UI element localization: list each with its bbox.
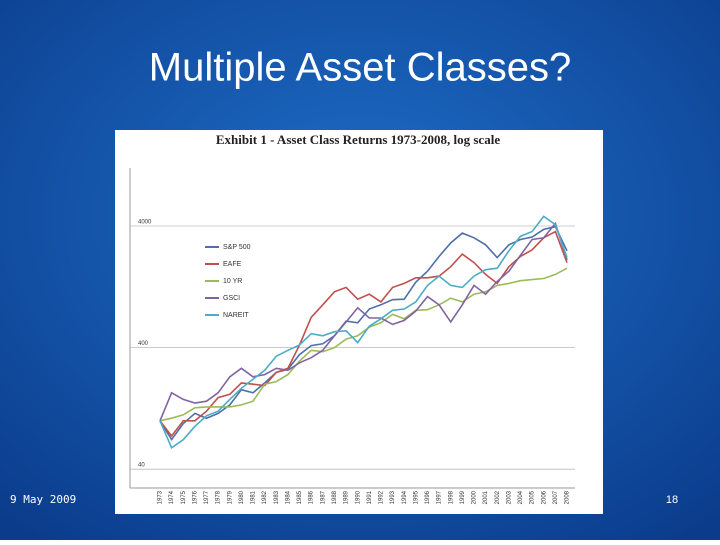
x-tick-label: 2007 xyxy=(553,490,559,504)
x-tick-label: 1976 xyxy=(192,490,198,504)
legend-label: 10 YR xyxy=(223,278,242,285)
slide-date: 9 May 2009 xyxy=(10,493,76,506)
x-tick-label: 1978 xyxy=(216,490,222,504)
x-tick-label: 2002 xyxy=(495,490,501,504)
x-tick-label: 1988 xyxy=(332,490,338,504)
x-tick-label: 1993 xyxy=(390,490,396,504)
x-tick-label: 1982 xyxy=(262,490,268,504)
x-tick-label: 2003 xyxy=(506,490,512,504)
x-tick-label: 1984 xyxy=(285,490,291,504)
series-line xyxy=(159,215,568,450)
x-tick-label: 1985 xyxy=(297,490,303,504)
x-tick-label: 1975 xyxy=(181,490,187,504)
x-tick-label: 1999 xyxy=(460,490,466,504)
x-tick-label: 1995 xyxy=(413,490,419,504)
x-tick-label: 2008 xyxy=(565,490,571,504)
legend-label: S&P 500 xyxy=(223,244,251,251)
x-tick-label: 1983 xyxy=(274,490,280,504)
chart-title: Exhibit 1 - Asset Class Returns 1973-200… xyxy=(216,132,500,147)
x-tick-label: 1986 xyxy=(309,490,315,504)
x-tick-label: 1973 xyxy=(158,490,164,504)
y-tick-label: 40 xyxy=(138,463,145,469)
x-tick-label: 1977 xyxy=(204,490,210,504)
x-tick-label: 2001 xyxy=(483,490,489,504)
x-tick-label: 1979 xyxy=(227,490,233,504)
x-tick-label: 2006 xyxy=(541,490,547,504)
series-line xyxy=(159,267,568,422)
slide-title: Multiple Asset Classes? xyxy=(149,46,571,90)
x-tick-label: 2005 xyxy=(530,490,536,504)
x-tick-label: 1991 xyxy=(367,490,373,504)
x-tick-label: 1997 xyxy=(437,490,443,504)
x-tick-label: 1974 xyxy=(169,490,175,504)
legend-label: NAREIT xyxy=(223,312,249,319)
legend-label: EAFE xyxy=(223,261,242,268)
series-line xyxy=(159,221,568,422)
x-tick-label: 2000 xyxy=(472,490,478,504)
x-tick-label: 1990 xyxy=(355,490,361,504)
x-tick-label: 1994 xyxy=(402,490,408,504)
x-tick-label: 1981 xyxy=(251,490,257,504)
y-tick-label: 4000 xyxy=(138,220,152,226)
x-tick-label: 2004 xyxy=(518,490,524,504)
x-tick-label: 1987 xyxy=(320,490,326,504)
x-tick-label: 1989 xyxy=(344,490,350,504)
legend-label: GSCI xyxy=(223,295,240,302)
x-tick-label: 1992 xyxy=(379,490,385,504)
y-tick-label: 400 xyxy=(138,341,149,347)
x-tick-label: 1998 xyxy=(448,490,454,504)
x-tick-label: 1996 xyxy=(425,490,431,504)
x-tick-label: 1980 xyxy=(239,490,245,504)
page-number: 18 xyxy=(666,494,678,506)
